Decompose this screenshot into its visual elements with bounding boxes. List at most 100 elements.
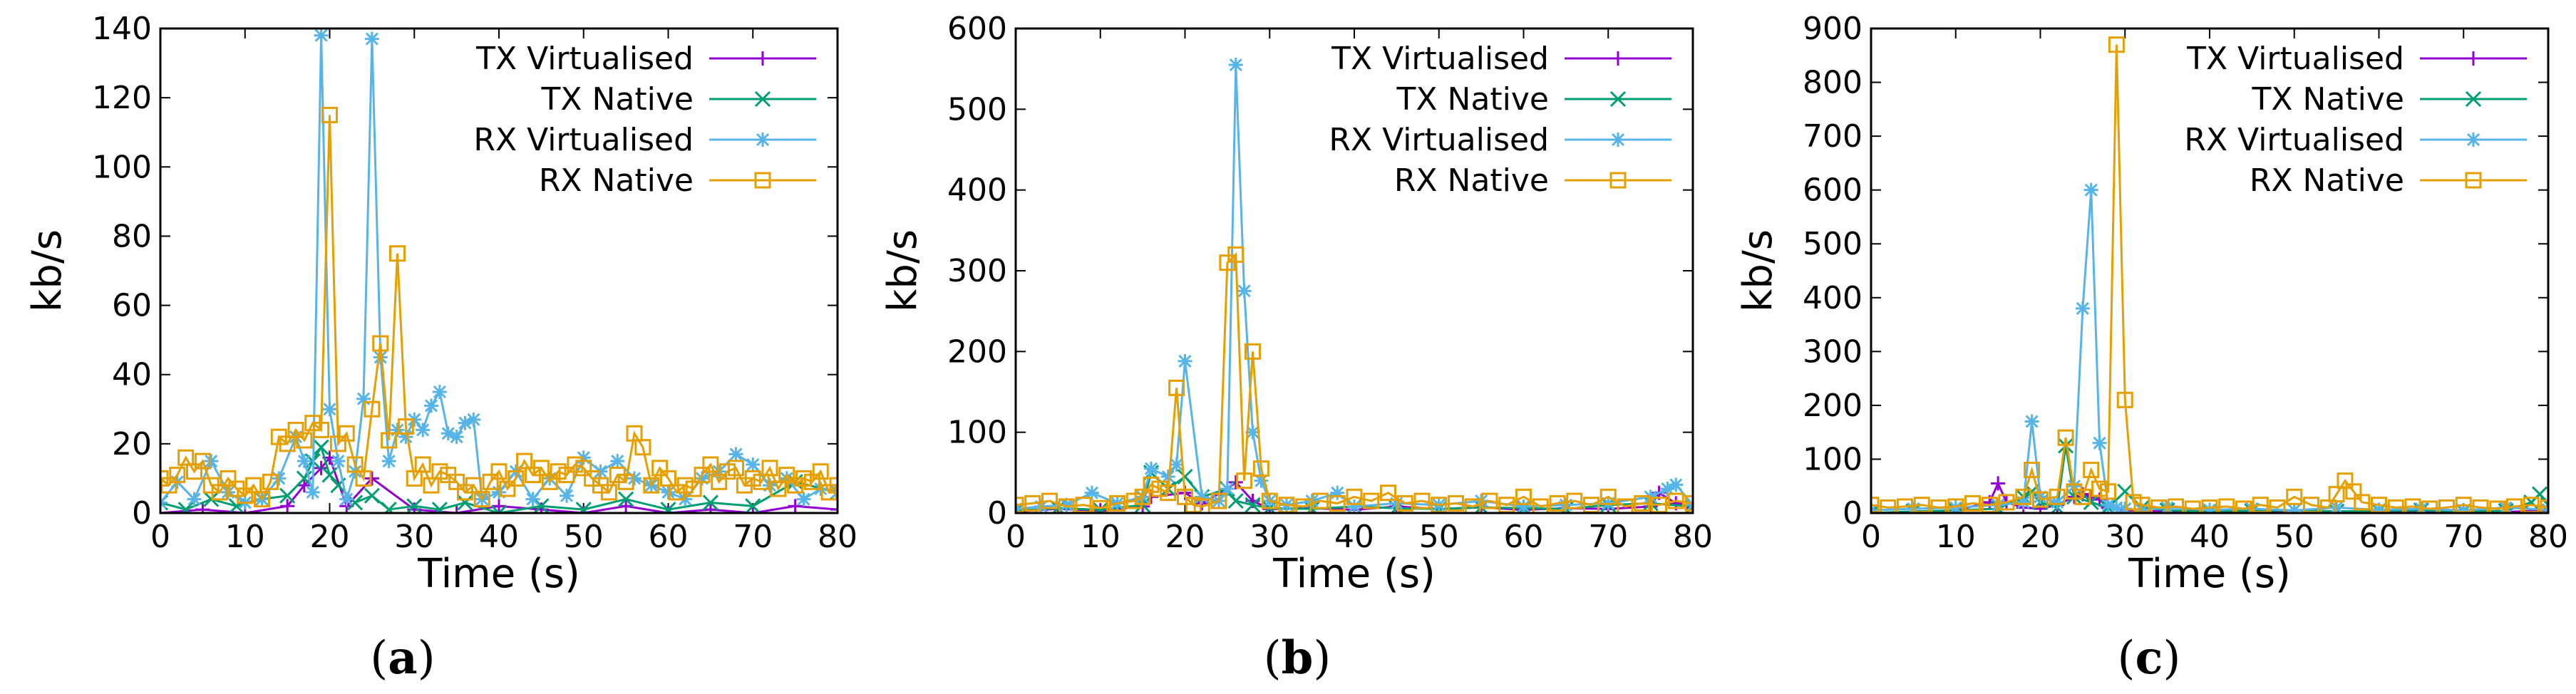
y-tick-label: 140 — [92, 11, 152, 47]
data-point-rx-native — [1413, 492, 1431, 509]
data-point-rx-native — [406, 470, 423, 487]
data-point-rx-native — [1515, 488, 1532, 505]
data-point-rx-native — [1058, 498, 1075, 513]
data-point-tx-native — [745, 498, 761, 513]
data-point-rx-native — [516, 452, 533, 470]
x-tick-label: 50 — [2274, 519, 2314, 555]
legend-marker-tx-native — [2465, 90, 2482, 108]
y-tick-label: 0 — [1843, 495, 1863, 532]
x-tick-label: 0 — [1861, 519, 1881, 555]
y-tick-label: 60 — [112, 288, 152, 324]
y-axis-title: kb/s — [880, 229, 926, 312]
data-point-tx-native — [203, 491, 220, 507]
data-point-rx-virtualised — [432, 385, 447, 399]
data-point-rx-native — [296, 432, 313, 449]
data-point-rx-native — [287, 421, 304, 438]
data-point-rx-native — [1897, 498, 1913, 513]
data-point-tx-native — [457, 494, 473, 511]
legend-marker-rx-native — [754, 172, 771, 189]
data-point-rx-virtualised — [1178, 353, 1192, 368]
data-point-rx-virtualised — [160, 495, 168, 510]
data-point-rx-virtualised — [390, 423, 405, 437]
data-point-rx-native — [1024, 494, 1041, 512]
data-point-rx-virtualised — [2329, 500, 2344, 513]
data-point-rx-native — [1684, 494, 1693, 512]
x-tick-label: 80 — [818, 519, 857, 555]
data-point-rx-native — [389, 245, 406, 262]
data-point-rx-virtualised — [2075, 301, 2090, 316]
data-point-rx-native — [194, 452, 211, 470]
data-point-rx-native — [2337, 472, 2354, 490]
data-point-tx-native — [787, 474, 803, 490]
y-tick-label: 900 — [1803, 11, 1863, 47]
x-tick-label: 60 — [649, 519, 689, 555]
data-point-rx-native — [2489, 500, 2506, 513]
data-point-rx-native — [1634, 494, 1651, 512]
data-point-rx-native — [2015, 488, 2032, 505]
data-point-rx-virtualised — [1660, 482, 1675, 496]
data-point-rx-native — [220, 470, 237, 487]
y-tick-label: 800 — [1803, 65, 1863, 101]
data-point-rx-virtualised — [314, 29, 329, 43]
y-tick-label: 80 — [112, 218, 152, 254]
data-point-rx-native — [558, 467, 575, 484]
x-axis-title: Time (s) — [2128, 551, 2291, 597]
data-point-rx-native — [711, 473, 728, 490]
x-tick-label: 30 — [394, 519, 434, 555]
legend-label-tx-virtualised: TX Virtualised — [1331, 41, 1549, 77]
plot-frame — [159, 27, 839, 514]
data-point-rx-virtualised — [1516, 499, 1531, 513]
x-tick-label: 20 — [310, 519, 350, 555]
data-point-rx-native — [1193, 498, 1210, 513]
data-point-tx-native — [1092, 502, 1108, 513]
data-point-rx-native — [2108, 36, 2125, 53]
data-point-rx-native — [448, 473, 465, 490]
chart-panel-b: 0 100 200 300 400 500 600 0 10 20 30 40 50 60 70 80 Time… — [880, 11, 1713, 597]
data-point-rx-native — [1143, 476, 1160, 493]
data-point-rx-native — [355, 470, 372, 487]
data-point-rx-native — [2116, 391, 2133, 408]
plot-frame — [1014, 27, 1694, 514]
data-point-rx-virtualised — [1330, 485, 1345, 500]
data-point-rx-native — [2024, 462, 2041, 479]
data-point-rx-native — [728, 460, 744, 477]
x-tick-label: 30 — [2105, 519, 2145, 555]
data-point-rx-native — [1667, 492, 1684, 509]
data-point-rx-native — [364, 400, 381, 418]
data-point-rx-virtualised — [746, 457, 761, 472]
y-axis-title: kb/s — [1735, 229, 1781, 312]
legend-marker-tx-virtualised — [2466, 51, 2480, 66]
data-point-rx-native — [719, 463, 736, 480]
data-point-rx-native — [541, 473, 558, 490]
data-point-rx-native — [1532, 498, 1549, 513]
data-point-rx-native — [694, 467, 711, 484]
y-tick-label: 400 — [947, 172, 1007, 209]
data-point-tx-virtualised — [297, 478, 311, 493]
data-point-rx-virtualised — [2203, 502, 2217, 513]
data-point-tx-virtualised — [788, 499, 803, 513]
data-point-rx-virtualised — [1237, 284, 1252, 299]
legend-label-rx-native: RX Native — [1394, 162, 1549, 199]
y-tick-label: 100 — [1803, 441, 1863, 477]
series-line-rx-virtualised — [1871, 190, 2548, 512]
data-point-tx-native — [2083, 494, 2099, 510]
data-point-tx-virtualised — [1991, 476, 2006, 491]
data-point-tx-native — [177, 502, 194, 513]
data-point-rx-native — [313, 421, 330, 438]
data-point-rx-virtualised — [525, 492, 540, 507]
x-tick-label: 20 — [2021, 519, 2061, 555]
data-point-rx-native — [2083, 462, 2100, 479]
data-point-rx-native — [1245, 343, 1261, 360]
legend-marker-rx-virtualised — [756, 133, 770, 147]
data-point-rx-virtualised — [728, 447, 743, 462]
data-point-tx-native — [575, 502, 592, 513]
y-tick-label: 0 — [987, 495, 1007, 532]
data-point-rx-native — [423, 477, 440, 494]
data-point-tx-native — [347, 494, 364, 511]
data-point-rx-native — [770, 480, 787, 497]
plot-area — [1871, 36, 2548, 513]
data-point-rx-native — [1261, 492, 1278, 509]
data-point-rx-virtualised — [610, 454, 625, 469]
data-point-rx-native — [550, 463, 567, 480]
data-point-rx-virtualised — [492, 485, 506, 499]
